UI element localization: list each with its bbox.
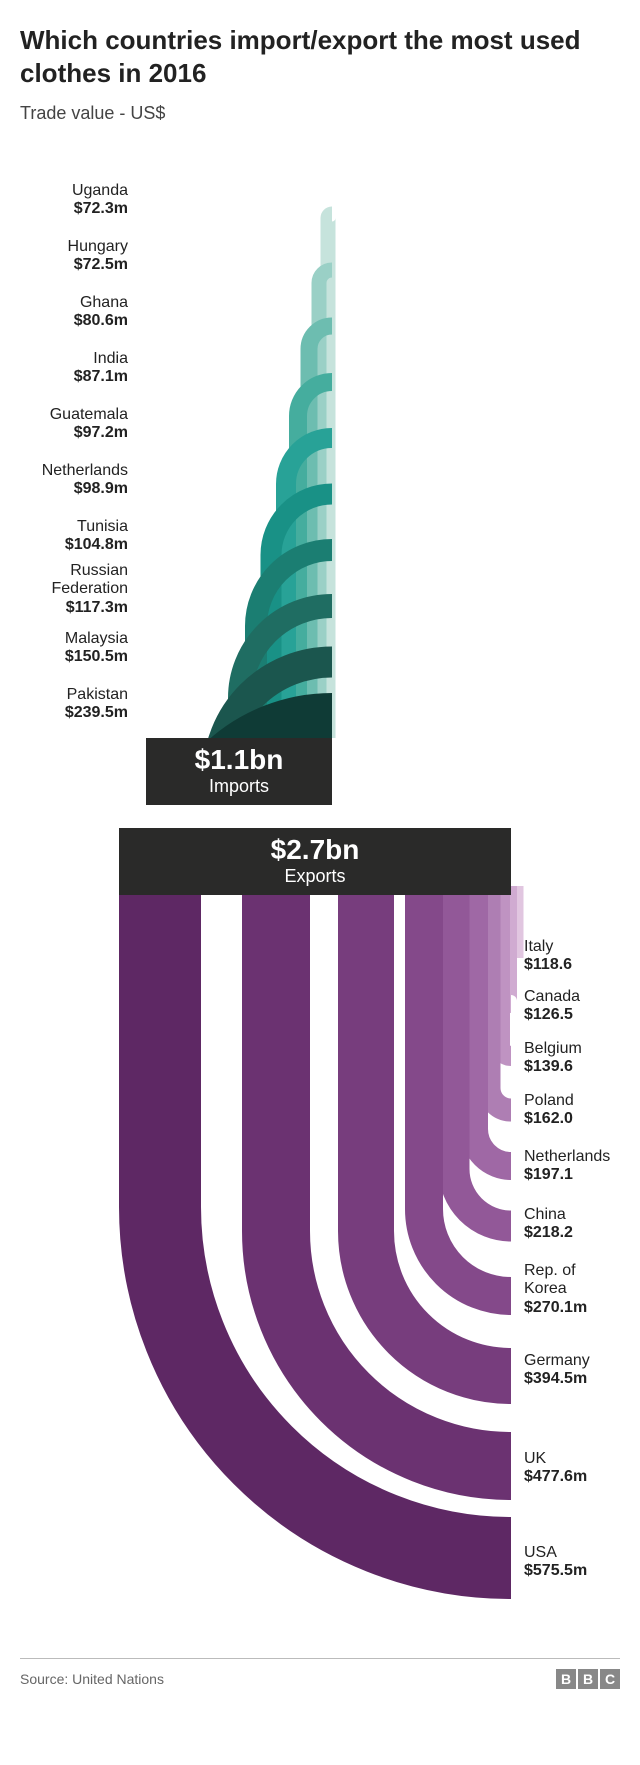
exports-total-box: $2.7bn Exports [119,828,511,895]
exports-total-value: $2.7bn [119,834,511,866]
export-arc [500,886,511,1056]
country-value: $162.0 [524,1110,574,1128]
bbc-logo-letter: B [578,1669,598,1689]
imports-chart: Pakistan$239.5m Malaysia$150.5m Russian Fe… [30,164,620,804]
country-value: $126.5 [524,1006,580,1024]
import-label: Ghana$80.6m [74,294,128,331]
export-label: Belgium$139.6 [524,1040,582,1077]
import-label: Pakistan$239.5m [65,686,128,723]
country-value: $97.2m [50,424,128,442]
chart-title: Which countries import/export the most u… [20,24,620,89]
source-label: Source: United Nations [20,1671,164,1687]
country-value: $87.1m [74,368,128,386]
country-value: $150.5m [65,648,128,666]
import-label: Malaysia$150.5m [65,630,128,667]
import-label: Hungary$72.5m [68,238,128,275]
import-label: Netherlands$98.9m [42,462,128,499]
country-name: Uganda [72,182,128,200]
country-value: $139.6 [524,1058,582,1076]
country-value: $218.2 [524,1224,573,1242]
imports-total-value: $1.1bn [146,744,332,776]
imports-total-label: Imports [146,776,332,797]
bbc-logo-letter: B [556,1669,576,1689]
country-name: Belgium [524,1040,582,1058]
country-value: $117.3m [30,599,128,617]
country-name: Poland [524,1092,574,1110]
country-name: Rep. of Korea [524,1262,620,1299]
export-label: Italy$118.6 [524,938,572,975]
imports-total-box: $1.1bn Imports [146,738,332,805]
country-name: Ghana [74,294,128,312]
country-value: $197.1 [524,1166,610,1184]
country-value: $98.9m [42,480,128,498]
import-label: India$87.1m [74,350,128,387]
country-value: $104.8m [65,536,128,554]
export-label: China$218.2 [524,1206,573,1243]
export-label: USA$575.5m [524,1544,587,1581]
country-name: USA [524,1544,587,1562]
chart-footer: Source: United Nations BBC [20,1658,620,1719]
country-name: Russian Federation [30,562,128,599]
country-name: Netherlands [524,1148,610,1166]
country-value: $394.5m [524,1370,590,1388]
bbc-logo: BBC [556,1669,620,1689]
country-name: India [74,350,128,368]
country-value: $80.6m [74,312,128,330]
chart-subtitle: Trade value - US$ [20,103,620,124]
import-label: Tunisia$104.8m [65,518,128,555]
import-label: Russian Federation$117.3m [30,562,128,617]
export-label: Germany$394.5m [524,1352,590,1389]
country-name: Tunisia [65,518,128,536]
export-label: Rep. of Korea$270.1m [524,1262,620,1317]
country-name: China [524,1206,573,1224]
country-value: $239.5m [65,704,128,722]
country-name: Malaysia [65,630,128,648]
country-value: $72.3m [72,200,128,218]
export-label: Canada$126.5 [524,988,580,1025]
import-label: Uganda$72.3m [72,182,128,219]
country-name: Guatemala [50,406,128,424]
country-name: UK [524,1450,587,1468]
export-label: Netherlands$197.1 [524,1148,610,1185]
bbc-logo-letter: C [600,1669,620,1689]
country-name: Pakistan [65,686,128,704]
country-value: $118.6 [524,956,572,974]
country-value: $575.5m [524,1562,587,1580]
country-value: $270.1m [524,1299,620,1317]
exports-total-label: Exports [119,866,511,887]
export-label: Poland$162.0 [524,1092,574,1129]
export-label: UK$477.6m [524,1450,587,1487]
country-name: Netherlands [42,462,128,480]
country-name: Canada [524,988,580,1006]
import-label: Guatemala$97.2m [50,406,128,443]
country-name: Germany [524,1352,590,1370]
country-name: Italy [524,938,572,956]
country-value: $72.5m [68,256,128,274]
exports-chart: $2.7bn Exports USA$575.5m UK$477.6m German… [30,828,620,1608]
country-name: Hungary [68,238,128,256]
country-value: $477.6m [524,1468,587,1486]
